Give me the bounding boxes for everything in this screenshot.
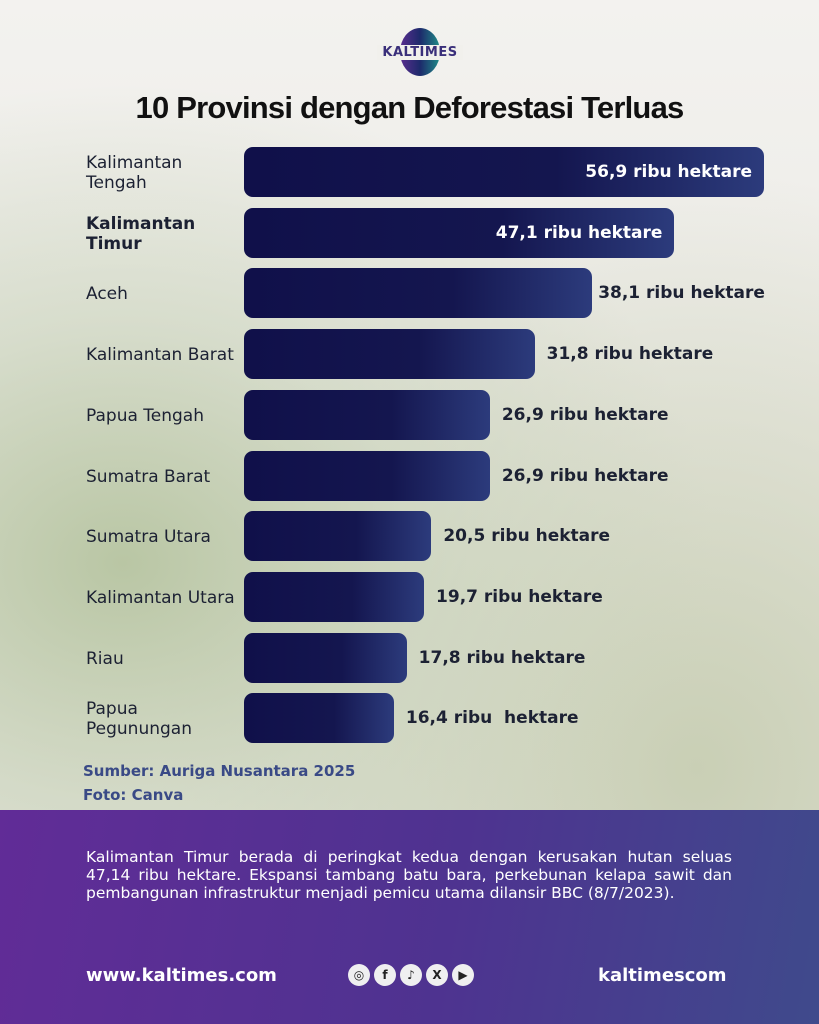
bar-row: Riau 17,8 ribu hektare [0,632,819,685]
category-label: Kalimantan Tengah [86,153,183,193]
kaltimes-logo: KALTIMES [377,28,463,76]
data-label: 20,5 ribu hektare [443,526,611,547]
bar [244,693,394,744]
bar [244,511,432,562]
data-label: 31,8 ribu hektare [546,344,714,365]
category-label: Kalimantan Timur [86,213,196,254]
data-label: 38,1 ribu hektare [598,283,765,304]
youtube-icon[interactable]: ▶ [452,964,474,986]
bar-row: Aceh 38,1 ribu hektare [0,268,819,320]
bar-row: Kalimantan Tengah 56,9 ribu hektare [0,147,819,199]
data-label: 47,1 ribu hektare [495,222,663,243]
x-icon[interactable]: X [426,964,448,986]
bar-row: Sumatra Barat 26,9 ribu hektare [0,450,819,503]
bar-row: Papua Pegunungan 16,4 ribu hektare [0,693,819,745]
facebook-icon[interactable]: f [374,964,396,986]
bar [244,450,490,501]
website-link[interactable]: www.kaltimes.com [86,965,277,986]
bar [244,207,675,258]
data-label: 16,4 ribu hektare [405,708,579,729]
category-label: Kalimantan Utara [86,587,235,608]
data-label: 26,9 ribu hektare [501,404,669,425]
source-text: Sumber: Auriga Nusantara 2025 [83,762,356,780]
data-label: 26,9 ribu hektare [501,465,669,486]
bar-row: Kalimantan Utara 19,7 ribu hektare [0,571,819,624]
category-label: Papua Pegunungan [86,699,192,740]
bar [244,268,593,319]
description-band [0,810,819,1024]
category-label: Aceh [86,284,128,305]
social-handle: kaltimescom [598,965,727,986]
bar [244,329,535,380]
description-text: Kalimantan Timur berada di peringkat ked… [86,848,732,902]
chart-title: 10 Provinsi dengan Deforestasi Terluas [135,90,685,125]
bar [244,632,407,683]
category-label: Sumatra Barat [86,466,211,487]
bar-row: Kalimantan Timur 47,1 ribu hektare [0,207,819,260]
bar [244,389,490,440]
data-label: 56,9 ribu hektare [585,162,752,182]
bar-row: Papua Tengah 26,9 ribu hektare [0,389,819,442]
category-label: Kalimantan Barat [86,345,234,366]
bar-row: Kalimantan Barat 31,8 ribu hektare [0,329,819,381]
bar [244,147,764,197]
category-label: Papua Tengah [86,405,205,426]
data-label: 17,8 ribu hektare [418,647,586,668]
bar [244,571,425,622]
photo-credit: Foto: Canva [83,786,184,804]
instagram-icon[interactable]: ◎ [348,964,370,986]
data-label: 19,7 ribu hektare [436,586,603,607]
social-icons: ◎ f ♪ X ▶ [348,964,474,986]
tiktok-icon[interactable]: ♪ [400,964,422,986]
bar-row: Sumatra Utara 20,5 ribu hektare [0,511,819,563]
category-label: Sumatra Utara [86,527,211,548]
category-label: Riau [86,648,124,669]
